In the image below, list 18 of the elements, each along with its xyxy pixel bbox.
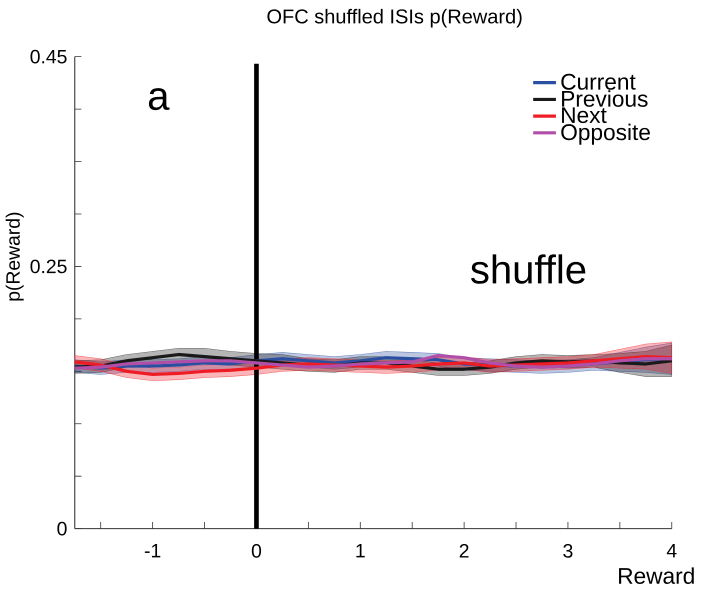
chart-title: OFC shuffled ISIs p(Reward) bbox=[267, 8, 522, 28]
x-tick-label: 2 bbox=[460, 544, 469, 558]
annotation: shuffle bbox=[471, 254, 586, 284]
x-tick-label: 3 bbox=[563, 544, 572, 558]
x-tick-label: 0 bbox=[252, 544, 262, 558]
y-tick-label: 0.25 bbox=[30, 260, 67, 274]
x-axis-title: Reward bbox=[619, 567, 694, 584]
y-tick-label: 0 bbox=[57, 522, 67, 536]
legend-label: Opposite bbox=[561, 124, 650, 145]
x-tick-label: -1 bbox=[144, 544, 160, 558]
annotation: a bbox=[148, 88, 170, 110]
legend-label: Previous bbox=[562, 90, 648, 107]
x-tick-label: 4 bbox=[666, 544, 677, 558]
legend-label: Next bbox=[562, 107, 607, 124]
x-tick-label: 1 bbox=[356, 544, 365, 558]
y-axis-title: p(Reward) bbox=[6, 212, 24, 301]
y-tick-label: 0.45 bbox=[30, 50, 67, 64]
legend-label: Current bbox=[561, 74, 636, 90]
